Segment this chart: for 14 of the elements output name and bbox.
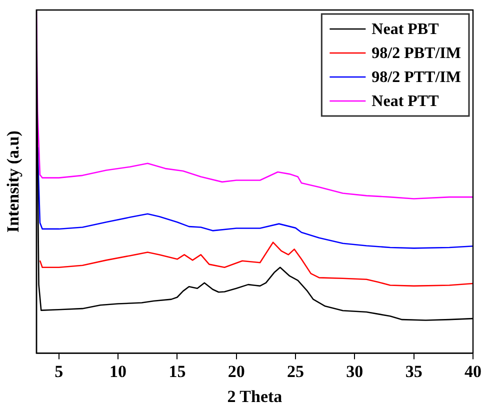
x-tick-label: 20 [228, 362, 245, 381]
legend-label: Neat PBT [372, 21, 440, 38]
legend-label: Neat PTT [372, 93, 440, 110]
legend-label: 98/2 PTT/IM [372, 69, 462, 86]
x-tick-label: 30 [346, 362, 364, 381]
x-tick-label: 40 [464, 362, 482, 381]
x-tick-label: 10 [110, 362, 127, 381]
x-axis-title: 2 Theta [227, 387, 283, 406]
x-tick-label: 5 [54, 362, 64, 381]
x-tick-label: 35 [405, 362, 422, 381]
legend-label: 98/2 PBT/IM [372, 45, 462, 62]
x-tick-label: 15 [168, 362, 186, 381]
y-axis-title: Intensity (a.u) [4, 130, 23, 233]
x-tick-label: 25 [287, 362, 304, 381]
